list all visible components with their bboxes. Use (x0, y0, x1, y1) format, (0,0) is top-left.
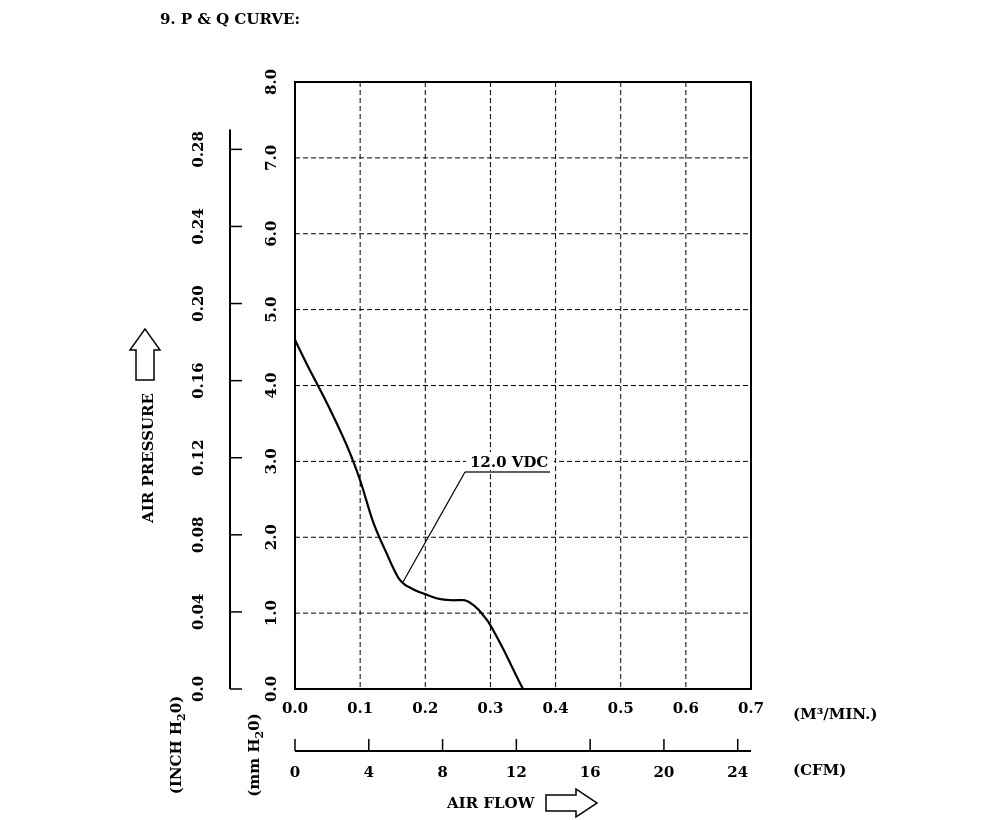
right-arrow-icon (545, 787, 599, 819)
x-tick-label-m3: 0.4 (543, 699, 569, 717)
y-tick-label-mm: 6.0 (262, 221, 280, 247)
x-tick-label-m3: 0.6 (673, 699, 699, 717)
series-line-12vdc (294, 339, 524, 690)
grid-lines (295, 82, 751, 689)
y-tick-label-mm: 2.0 (262, 524, 280, 550)
y-tick-label-inch: 0.04 (189, 594, 207, 631)
figure-heading: 9. P & Q CURVE: (160, 10, 300, 28)
annotation-leader (402, 471, 466, 583)
y-tick-label-inch: 0.0 (189, 676, 207, 702)
x-tick-label-m3: 0.3 (477, 699, 503, 717)
y-tick-label-inch: 0.24 (189, 208, 207, 245)
y-tick-label-inch: 0.20 (189, 285, 207, 322)
y-tick-label-inch: 0.08 (189, 517, 207, 554)
x-axis-label: AIR FLOW (446, 794, 536, 812)
y-tick-label-mm: 8.0 (262, 69, 280, 95)
x-tick-label-cfm: 4 (364, 763, 374, 781)
x-tick-label-m3: 0.2 (412, 699, 438, 717)
y-tick-label-inch: 0.12 (189, 439, 207, 476)
x-tick-label-cfm: 24 (727, 763, 748, 781)
inch-axis: 0.0 0.04 0.08 0.12 0.16 0.20 0.24 0.28 (189, 129, 242, 702)
y-tick-label-mm: 1.0 (262, 600, 280, 626)
cfm-axis: 0 4 8 12 16 20 24 (290, 739, 751, 781)
y-tick-label-mm: 5.0 (262, 297, 280, 323)
x-tick-label-m3: 0.7 (738, 699, 764, 717)
mm-unit-label: (mm H20) (245, 713, 266, 796)
x-tick-label-cfm: 8 (437, 763, 447, 781)
annotation-label-bg (466, 452, 554, 470)
inch-unit-label: (INCH H20) (167, 696, 188, 795)
y-tick-label-inch: 0.16 (189, 362, 207, 399)
x-tick-label-m3: 0.5 (608, 699, 634, 717)
x-tick-label-cfm: 0 (290, 763, 300, 781)
x-tick-label-m3: 0.1 (347, 699, 373, 717)
y-tick-label-mm: 0.0 (262, 676, 280, 702)
x-tick-label-m3: 0.0 (282, 699, 308, 717)
cfm-unit-label: (CFM) (793, 761, 846, 779)
m3-tick-labels: 0.0 0.1 0.2 0.3 0.4 0.5 0.6 0.7 (282, 699, 764, 717)
m3-unit-label: (M³/MIN.) (793, 705, 877, 723)
x-tick-label-cfm: 20 (653, 763, 674, 781)
x-tick-label-cfm: 16 (580, 763, 601, 781)
up-arrow-icon (128, 327, 162, 381)
y-tick-label-inch: 0.28 (189, 131, 207, 168)
y-tick-label-mm: 4.0 (262, 372, 280, 398)
mm-tick-labels: 0.0 1.0 2.0 3.0 4.0 5.0 6.0 7.0 8.0 (262, 69, 280, 702)
y-tick-label-mm: 3.0 (262, 448, 280, 474)
y-axis-label: AIR PRESSURE (139, 393, 157, 524)
y-tick-label-mm: 7.0 (262, 145, 280, 171)
annotation-label: 12.0 VDC (470, 453, 548, 471)
x-tick-label-cfm: 12 (506, 763, 527, 781)
